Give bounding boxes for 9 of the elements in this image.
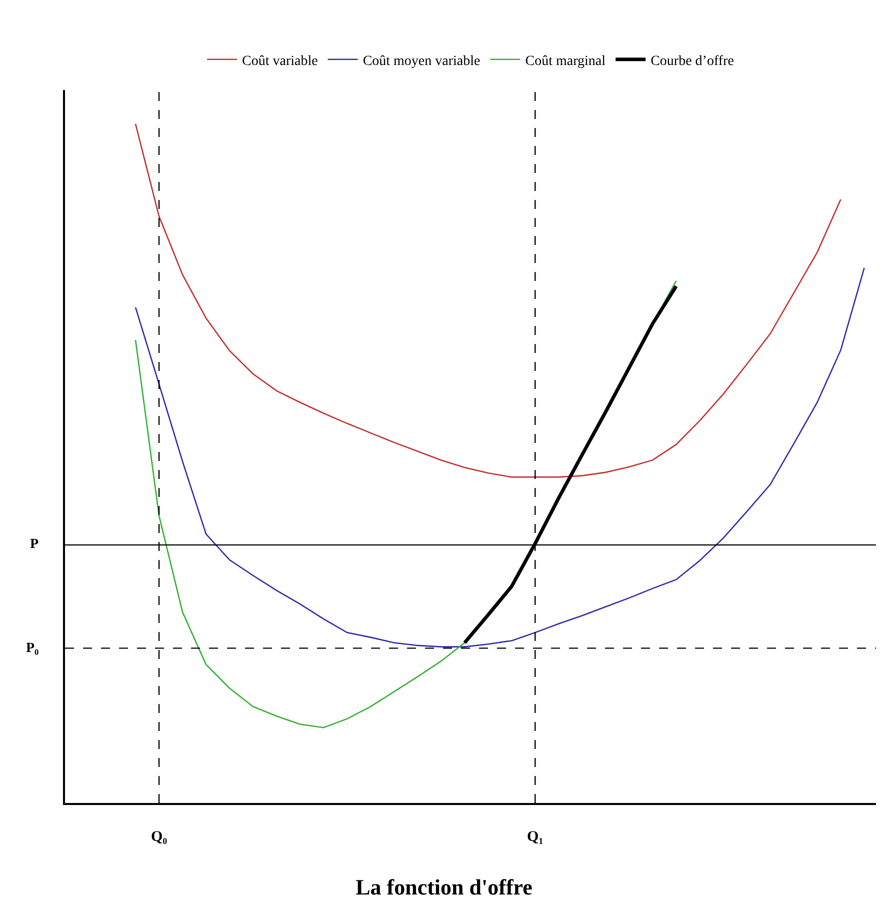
text: La fonction d'offre: [356, 874, 533, 900]
ref-line-label: P: [30, 537, 39, 552]
x-tick-label: Q₁: [527, 829, 544, 845]
legend-label: Courbe d’offre: [650, 54, 734, 69]
legend-label: Coût marginal: [525, 54, 606, 69]
ref-line-label: P₀: [26, 641, 39, 656]
legend-label: Coût moyen variable: [362, 54, 480, 69]
legend-label: Coût variable: [242, 54, 318, 69]
x-tick-label: Q₀: [150, 829, 168, 845]
